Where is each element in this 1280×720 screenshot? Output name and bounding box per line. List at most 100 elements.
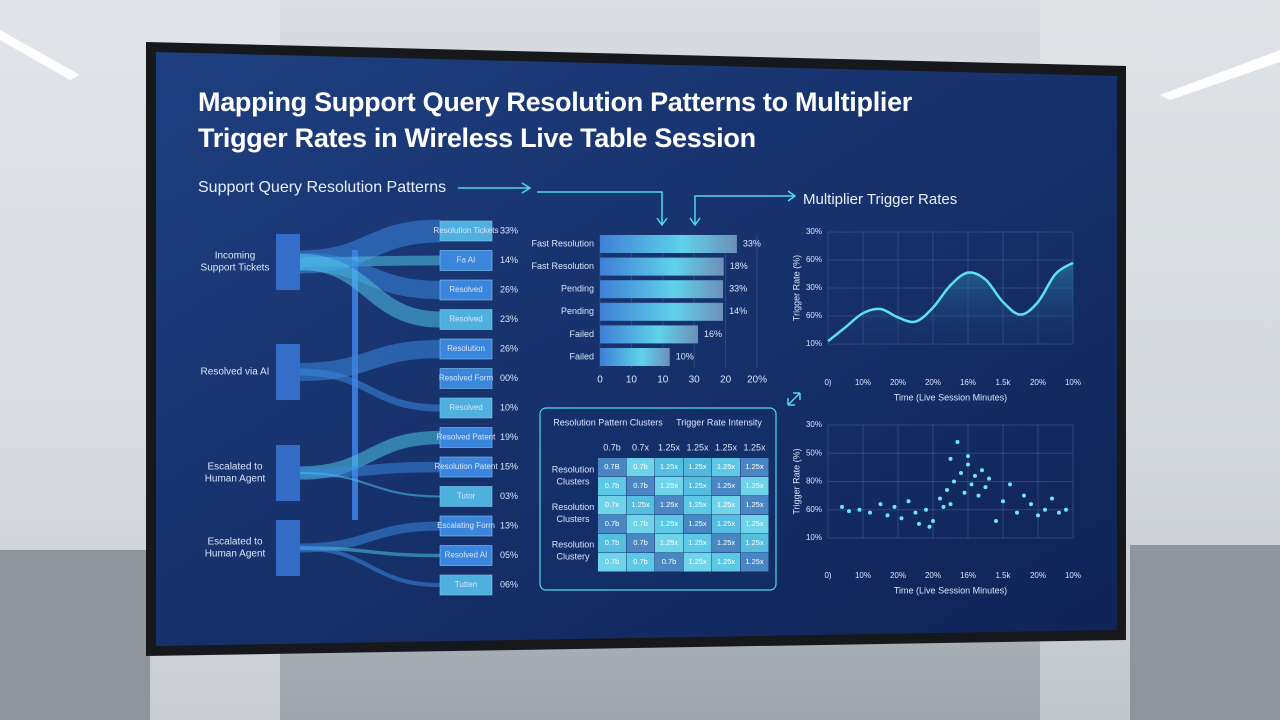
value-label: 14% bbox=[500, 255, 518, 265]
cell-label: 1.25x bbox=[688, 519, 707, 528]
row-label: Clustery bbox=[556, 551, 590, 561]
cell bbox=[598, 496, 626, 515]
point bbox=[948, 456, 953, 461]
y-tick-label: 60% bbox=[806, 311, 822, 320]
desk bbox=[1130, 545, 1280, 720]
target-node bbox=[439, 338, 493, 360]
point bbox=[952, 479, 956, 484]
end-label: 14% bbox=[729, 306, 747, 316]
target-node bbox=[439, 279, 493, 301]
heading: Support Query Resolution Patterns bbox=[198, 179, 446, 196]
column-label: 0.7x bbox=[632, 442, 650, 452]
bar bbox=[600, 280, 724, 299]
x-tick-label: 1.5k bbox=[995, 571, 1011, 580]
end-label: 33% bbox=[729, 284, 747, 294]
point bbox=[857, 507, 862, 512]
point bbox=[938, 496, 942, 501]
cell bbox=[626, 496, 655, 515]
cell bbox=[626, 477, 655, 496]
column-label: 0.7b bbox=[603, 442, 621, 452]
cell bbox=[626, 515, 655, 534]
point bbox=[913, 510, 918, 515]
x-tick-label: 10% bbox=[1065, 378, 1081, 387]
cell-label: 1.25x bbox=[745, 519, 764, 528]
x-tick-label: 10% bbox=[855, 378, 871, 387]
point bbox=[1043, 507, 1047, 512]
cell-label: 0.7b bbox=[633, 519, 648, 528]
row-label: Clusters bbox=[556, 514, 590, 524]
point bbox=[899, 516, 904, 521]
column-label: 1.25x bbox=[743, 442, 766, 452]
cell bbox=[683, 496, 712, 515]
cell-label: 0.7b bbox=[605, 481, 620, 490]
x-tick-label: 0) bbox=[824, 571, 831, 580]
source-node bbox=[276, 234, 300, 290]
source-label: Human Agent bbox=[205, 549, 266, 560]
value-label: 06% bbox=[500, 579, 518, 589]
point bbox=[847, 509, 851, 514]
target-label: Resolved AI bbox=[445, 551, 488, 560]
cell bbox=[683, 553, 712, 572]
point bbox=[973, 473, 977, 478]
y-tick-label: 30% bbox=[806, 227, 822, 236]
row-label: Resolution bbox=[552, 502, 595, 512]
point bbox=[962, 490, 967, 495]
ceiling-light bbox=[0, 30, 80, 80]
point bbox=[878, 502, 883, 507]
point bbox=[987, 476, 991, 481]
connector-arrows bbox=[458, 182, 801, 406]
y-axis-label: Trigger Rate (%) bbox=[791, 255, 801, 321]
cell bbox=[712, 458, 740, 477]
cell-label: 1.25x bbox=[688, 557, 707, 566]
point bbox=[959, 471, 963, 476]
cell-label: 1.25x bbox=[717, 481, 736, 490]
target-label: Tutten bbox=[455, 580, 477, 589]
y-tick-label: 60% bbox=[806, 255, 822, 264]
point bbox=[1050, 496, 1054, 501]
y-tick-label: 80% bbox=[806, 477, 822, 486]
bar bbox=[600, 235, 737, 253]
point bbox=[1001, 499, 1005, 504]
x-tick-label: 20% bbox=[1030, 571, 1046, 580]
point bbox=[948, 502, 953, 507]
cell bbox=[598, 515, 626, 534]
y-tick-label: 30% bbox=[806, 283, 822, 292]
cell-label: 0.7B bbox=[604, 462, 619, 471]
point bbox=[927, 524, 932, 529]
value-label: 19% bbox=[500, 432, 518, 442]
cell-label: 0.7b bbox=[605, 557, 620, 566]
target-label: Tutor bbox=[457, 492, 476, 501]
x-tick-label: 10% bbox=[1065, 571, 1081, 580]
x-tick-label: 16% bbox=[960, 571, 976, 580]
y-tick-label: 10% bbox=[806, 339, 822, 348]
cell bbox=[655, 477, 683, 496]
end-label: 10% bbox=[676, 351, 694, 361]
cell-label: 1.25x bbox=[745, 500, 764, 509]
cell-label: 0.7b bbox=[633, 538, 648, 547]
cell-label: 1.25x bbox=[631, 500, 650, 509]
point bbox=[966, 462, 970, 467]
cell-label: 0.7b bbox=[633, 557, 648, 566]
point bbox=[906, 499, 911, 504]
value-label: 33% bbox=[500, 225, 518, 235]
target-label: Resolved bbox=[449, 315, 482, 324]
cell-label: 0.7b bbox=[605, 519, 620, 528]
cell bbox=[655, 553, 683, 572]
point bbox=[994, 519, 998, 524]
cell bbox=[683, 515, 712, 534]
bar bbox=[600, 302, 724, 321]
cell-label: 0.7b bbox=[662, 557, 677, 566]
y-tick-label: 50% bbox=[806, 448, 822, 457]
cell-label: 1.25x bbox=[717, 500, 736, 509]
cell-label: 1.25x bbox=[745, 481, 764, 490]
target-node bbox=[439, 368, 493, 389]
cell-label: 1.25x bbox=[745, 538, 764, 547]
bar bbox=[600, 325, 698, 344]
value-label: 15% bbox=[500, 461, 518, 471]
value-label: 00% bbox=[500, 373, 518, 383]
row-label: Resolution bbox=[552, 464, 595, 474]
cell-label: 1.25x bbox=[660, 481, 679, 490]
end-label: 18% bbox=[730, 261, 748, 271]
row-label: Clusters bbox=[556, 476, 590, 486]
value-label: 03% bbox=[500, 491, 518, 501]
